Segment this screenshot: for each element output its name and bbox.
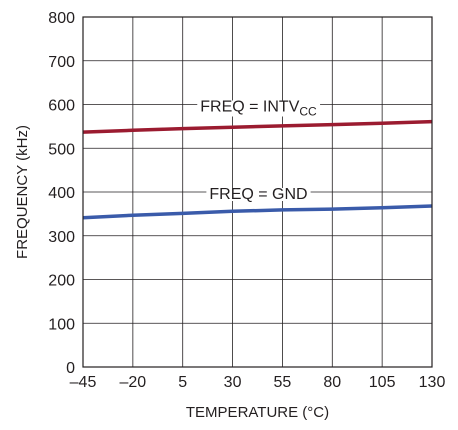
series-line-1 [82, 119, 433, 134]
series-annotations: FREQ = INTVCC FREQ = GND [197, 99, 321, 203]
y-tick-label: 0 [66, 360, 75, 377]
x-tick-label: 30 [224, 374, 242, 391]
x-tick-label: 80 [323, 374, 341, 391]
y-tick-label: 600 [48, 98, 75, 115]
series-lines [82, 119, 433, 220]
x-tick-labels: –45 –20 5 30 55 80 105 130 [70, 374, 446, 391]
x-tick-label: –20 [120, 374, 147, 391]
x-tick-label: 5 [178, 374, 187, 391]
y-tick-label: 100 [48, 316, 75, 333]
series-line-2 [82, 204, 433, 220]
annotation-background [206, 188, 311, 201]
annotation-background [197, 100, 321, 117]
annotation-label: FREQ = INTVCC [200, 99, 317, 119]
annotation-main-text: FREQ = INTV [200, 99, 299, 116]
y-tick-label: 800 [48, 10, 75, 27]
y-tick-label: 500 [48, 141, 75, 158]
plot-frame [82, 16, 433, 368]
x-tick-label: 105 [369, 374, 396, 391]
x-axis-label: TEMPERATURE (°C) [186, 404, 329, 421]
x-tick-label: –45 [70, 374, 97, 391]
annotation-subscript: CC [299, 105, 317, 119]
y-tick-label: 400 [48, 185, 75, 202]
y-tick-label: 300 [48, 229, 75, 246]
grid [83, 17, 432, 367]
annotation-main-text: FREQ = GND [209, 186, 307, 203]
y-axis-label: FREQUENCY (kHz) [14, 125, 31, 259]
y-tick-labels: 0 100 200 300 400 500 600 700 800 [48, 10, 75, 377]
x-tick-label: 130 [419, 374, 446, 391]
y-tick-label: 700 [48, 54, 75, 71]
annotation-label: FREQ = GND [209, 186, 307, 203]
x-tick-label: 55 [274, 374, 292, 391]
y-tick-label: 200 [48, 273, 75, 290]
